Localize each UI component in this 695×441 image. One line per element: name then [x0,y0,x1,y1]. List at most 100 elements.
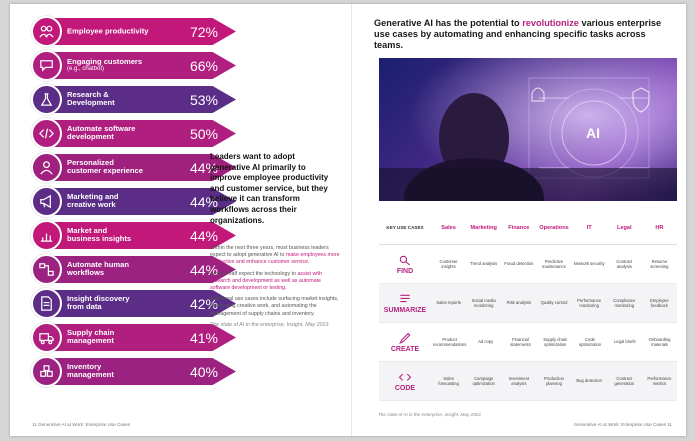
bar-label-line2: workflows [67,268,105,278]
body-paragraph-3: Additional use cases include surfacing m… [210,296,339,317]
use-case-table: KEY USE CASES Sales Marketing Finance Opera… [379,211,677,401]
table-cell: Campaign optimization [472,375,495,386]
use-case-bar: Supply chain management 41% [31,322,236,353]
magnifier-icon [399,255,411,265]
summary-icon [400,294,410,302]
bar-icon-circle [31,356,62,387]
intro-statement: Leaders want to adopt generative AI prim… [210,152,329,225]
bar-icon-circle [31,50,62,81]
table-cell: Code optimization [578,336,602,347]
body-source: The state of AI in the enterprise, Insig… [210,321,329,328]
use-case-bar: Market and business insights 44% [31,220,236,251]
table-cell: Contract analysis [616,258,633,269]
person-icon [40,161,53,175]
bar-label-line2: development [67,132,114,142]
table-cell: Production planning [543,375,564,386]
table-column-header: Legal [616,224,632,231]
bar-band [41,120,236,147]
table-column-header: HR [655,224,664,231]
bar-percentage: 44% [189,159,218,176]
bar-percentage: 44% [189,193,218,210]
bar-label: Supply chain management [67,327,115,346]
row-label: CREATE [379,332,431,353]
bar-percentage: 66% [189,57,218,74]
bar-band [41,324,236,351]
bar-icon-circle [31,288,62,319]
table-cell: Bug detection [576,378,602,384]
table-cell: Predictive maintenance [542,258,566,269]
chat-icon [40,60,53,72]
bar-icon-circle [31,84,62,115]
use-case-bar: Employee productivity 72% [31,16,236,47]
bar-label: Marketing and creative work [67,191,119,210]
megaphone-icon [40,194,51,209]
bar-band [41,290,236,317]
bar-label-line2: Development [67,98,115,108]
bar-band [41,18,236,45]
padlock-icon [531,87,545,102]
bar-percentage: 41% [189,329,218,346]
table-cell: Product recommendations [433,336,467,347]
chart-icon [40,233,53,242]
bar-band [41,256,236,283]
bar-percentage: 44% [189,261,218,278]
table-row: CREATE Product recommendations Ad copy Fina… [379,323,677,362]
table-cell: Supply chain optimization [543,336,568,347]
truck-icon [39,333,54,345]
bar-percentage: 44% [189,227,218,244]
footer-left: 11 Generative AI at Work: Enterprise Use… [32,422,131,427]
hero-image: AI [379,58,677,201]
hero-illustration: AI [379,58,677,201]
bar-icon-circle [31,220,62,251]
bar-label-line2: from data [67,302,102,312]
use-case-bar: Insight discovery from data 42% [31,288,236,319]
body-paragraph-1: Within the next three years, most busine… [210,245,340,266]
code-brackets-icon [398,373,412,381]
table-header: KEY USE CASES Sales Marketing Finance Opera… [379,211,677,245]
row-label: SUMMARIZE [379,293,431,314]
bar-label: Personalized customer experience [67,157,143,176]
bar-icon-circle [31,152,62,183]
table-cell: Employee feedback [650,297,669,308]
workflow-icon [39,263,54,276]
table-cell: Sales reports [436,300,461,306]
bar-label: Automate human workflows [67,259,130,278]
bar-icon-circle [31,254,62,285]
table-row: SUMMARIZE Sales reports Social media monit… [379,284,677,323]
use-case-bar: Automate software development 50% [31,118,236,149]
bar-percentage: 50% [189,125,218,142]
people-icon [39,25,54,38]
row-label-text: SUMMARIZE [383,306,427,314]
bar-label: Engaging customers (e.g., chatbot) [67,57,153,74]
table-cell: Resume screening [650,258,669,269]
bar-band [41,52,236,79]
bar-percentage: 42% [189,295,218,312]
row-label: CODE [379,371,431,392]
use-case-bar: Inventory management 40% [31,356,236,387]
table-cell: Customer insights [439,258,458,269]
table-cell: Financial statements [510,336,531,347]
table-cell: Ad copy [478,339,494,345]
table-cell: Network security [573,261,605,267]
right-headline: Generative AI has the potential to revol… [374,18,662,50]
bar-label: Inventory management [67,361,114,380]
table-cell: Performance monitoring [577,297,602,308]
table-column-header: Finance [508,224,530,231]
bar-label-line2: management [67,336,114,346]
table-cell: Compliance monitoring [613,297,636,308]
bar-label: Automate software development [67,123,136,142]
table-cell: Fraud detection [504,261,534,267]
bar-icon-circle [31,186,62,217]
bar-label: Research & Development [67,89,115,108]
flask-icon [40,93,53,106]
bar-band [41,86,236,113]
bar-band [41,188,236,215]
bar-label: Insight discovery from data [67,293,130,312]
table-cell: Legal briefs [613,339,636,345]
bar-percentage: 72% [189,23,218,40]
table-cell: Social media monitoring [471,297,496,308]
bar-icon-circle [31,118,62,149]
table-corner-label: KEY USE CASES [386,224,424,230]
body-paragraph-2: Around half expect the technology to ass… [210,270,322,292]
page-gutter [351,4,352,436]
